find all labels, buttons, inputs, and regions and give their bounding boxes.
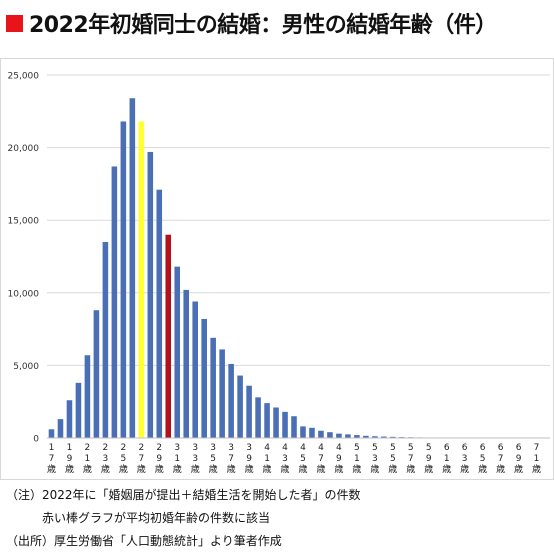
y-tick-label: 15,000 <box>8 217 40 227</box>
bar <box>57 419 64 438</box>
bar <box>192 301 198 438</box>
chart-title: 2022年初婚同士の結婚：男性の結婚年齢（件） <box>29 13 497 38</box>
chart-frame: 0 5,000 10,000 15,000 20,000 25,000 1 7 歳 1 9 歳 2 1 歳 2… <box>0 58 554 480</box>
bar-mean <box>165 234 172 438</box>
bar <box>354 435 360 438</box>
bar <box>129 98 136 438</box>
title-marker-square <box>6 14 23 32</box>
bar <box>48 429 55 438</box>
bar <box>237 375 243 438</box>
bar <box>372 436 378 438</box>
bar <box>111 166 118 438</box>
note-line-2: 赤い棒グラフが平均初婚年齢の件数に該当 <box>42 511 271 525</box>
chart-title-row: 2022年初婚同士の結婚：男性の結婚年齢（件） <box>6 6 497 40</box>
bar <box>345 434 351 438</box>
bar <box>327 432 333 438</box>
bar <box>291 416 297 438</box>
bar-chart: 0 5,000 10,000 15,000 20,000 25,000 1 7 歳 1 9 歳 2 1 歳 2… <box>8 72 550 475</box>
bar <box>66 400 73 438</box>
bar <box>93 310 100 438</box>
note-line-1: （注）2022年に「婚姻届が提出＋結婚生活を開始した者」の件数 <box>6 488 361 502</box>
bar <box>255 397 261 438</box>
bar-mode <box>138 121 145 439</box>
y-tick-label: 5,000 <box>13 362 39 372</box>
bar <box>156 189 163 438</box>
bar <box>336 433 342 438</box>
chart-notes: （注）2022年に「婚姻届が提出＋結婚生活を開始した者」の件数 赤い棒グラフが平… <box>6 484 361 553</box>
bar <box>282 411 288 438</box>
bar <box>273 407 279 438</box>
bar <box>363 435 369 438</box>
bar <box>84 355 91 438</box>
bar <box>300 426 306 438</box>
bar <box>246 385 252 438</box>
y-tick-label: 25,000 <box>8 72 40 82</box>
bar <box>264 403 270 438</box>
bar <box>75 382 82 438</box>
y-tick-label: 0 <box>33 435 39 445</box>
bar <box>102 241 109 438</box>
y-tick-label: 10,000 <box>8 289 40 299</box>
bar <box>309 427 315 438</box>
bar <box>318 430 324 438</box>
bar <box>390 436 396 438</box>
bar <box>228 363 234 438</box>
bar <box>210 337 216 438</box>
note-line-source: （出所）厚生労働省「人口動態統計」より筆者作成 <box>6 534 282 548</box>
bar <box>381 436 387 438</box>
bar <box>120 121 127 439</box>
bar <box>219 349 225 438</box>
bar <box>183 289 190 438</box>
bar <box>201 318 207 438</box>
y-tick-label: 20,000 <box>8 144 40 154</box>
bar <box>174 266 181 438</box>
bar <box>147 151 154 438</box>
